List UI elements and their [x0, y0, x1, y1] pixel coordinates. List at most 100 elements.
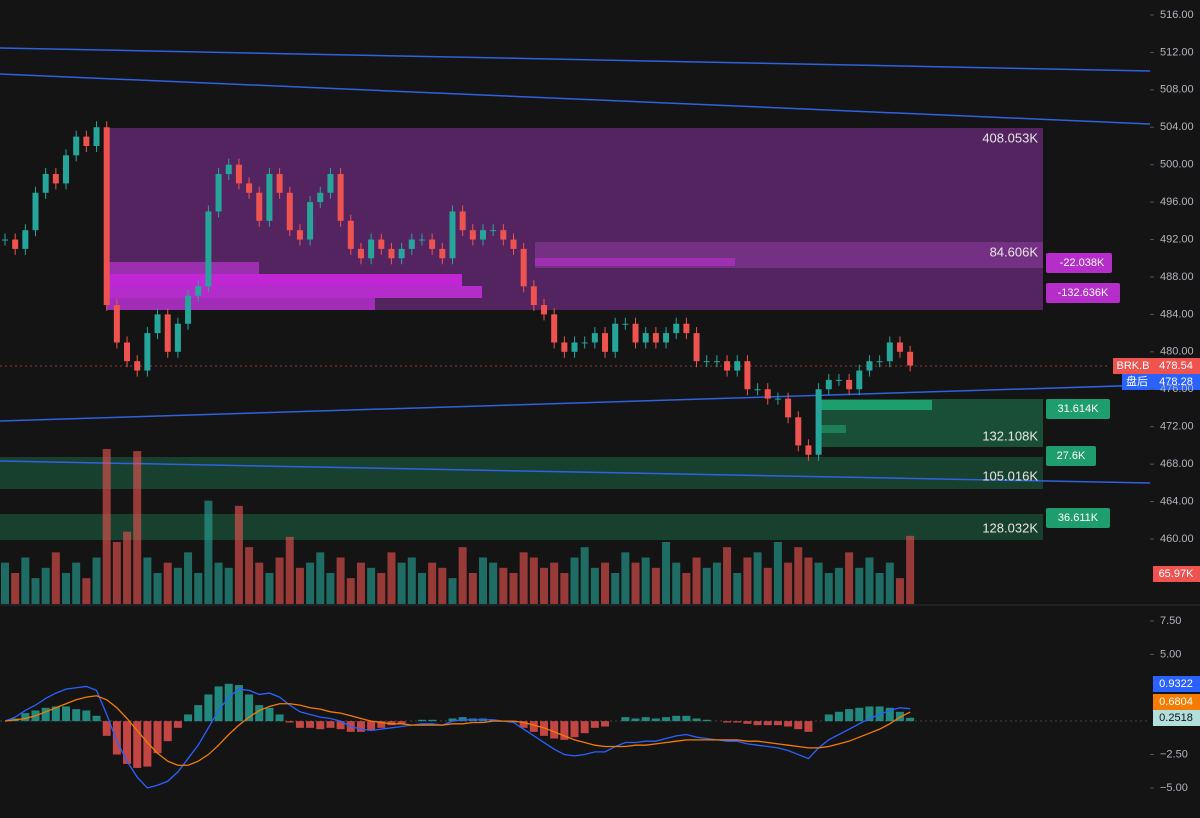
candle: [235, 164, 242, 184]
candle: [32, 192, 39, 231]
candle: [144, 333, 151, 371]
volume-bar: [31, 578, 40, 604]
y-tick-label: −2.50: [1160, 748, 1188, 760]
histogram-bar: [245, 694, 254, 722]
histogram-bar: [62, 706, 71, 722]
signal-line: [4, 695, 911, 766]
volume-bar: [316, 552, 325, 604]
trend-line: [0, 47, 1151, 72]
histogram-bar: [21, 713, 30, 722]
histogram-bar: [834, 711, 843, 722]
volume-bar: [784, 562, 793, 604]
y-tick-label: 5.00: [1160, 648, 1181, 660]
candle: [12, 239, 19, 249]
volume-bar: [245, 547, 254, 604]
histogram-bar: [651, 718, 660, 722]
histogram-bar: [41, 707, 50, 722]
last-price: 478.54: [1159, 360, 1193, 372]
candle: [449, 211, 456, 259]
histogram-bar: [519, 721, 528, 728]
volume-bar: [519, 552, 528, 604]
candle: [22, 230, 29, 249]
candle: [703, 361, 710, 363]
volume-bar: [662, 542, 671, 604]
tag: 27.6K: [1057, 450, 1086, 462]
candle: [408, 239, 415, 249]
volume-bar: [224, 567, 233, 604]
histogram-bar: [804, 721, 813, 732]
histogram-bar: [285, 721, 294, 723]
volume-bar: [72, 562, 81, 604]
volume-bar: [631, 562, 640, 604]
volume-bar: [82, 578, 91, 604]
candle: [246, 183, 253, 193]
zone-label: 105.016K: [982, 468, 1038, 483]
histogram-bar: [234, 685, 243, 722]
histogram-bar: [448, 718, 457, 722]
volume-bar: [824, 573, 833, 604]
volume-bar: [133, 451, 142, 604]
hist-value: 0.2518: [1159, 712, 1193, 724]
volume-bar: [194, 573, 203, 604]
tag-box: [1046, 508, 1110, 528]
hist-box: [1153, 710, 1200, 726]
tag: -132.636K: [1058, 287, 1109, 299]
volume-bar: [11, 573, 20, 604]
y-tick-label: 488.00: [1160, 271, 1194, 283]
zone-label: 132.108K: [982, 428, 1038, 443]
volume-label: 65.97K: [1159, 568, 1195, 580]
histogram-bar: [336, 721, 345, 730]
volume-bar: [377, 573, 386, 604]
histogram-bar: [753, 721, 762, 726]
volume-bar: [428, 562, 437, 604]
candle: [42, 174, 49, 193]
volume-bar: [834, 567, 843, 604]
histogram-bar: [763, 721, 772, 726]
volume-bar: [763, 567, 772, 604]
volume-bar: [550, 562, 559, 604]
candle: [632, 323, 639, 343]
histogram-bar: [356, 721, 365, 732]
candle: [205, 211, 212, 287]
volume-bar: [478, 557, 487, 604]
histogram-bar: [82, 710, 91, 722]
candle: [52, 174, 59, 184]
volume-bar: [92, 557, 101, 604]
volume-bar: [773, 542, 782, 604]
tag: 31.614K: [1058, 403, 1100, 415]
volume-bar: [458, 547, 467, 604]
histogram-bar: [214, 686, 223, 722]
after-hours-label: 盘后: [1126, 374, 1148, 388]
candle: [520, 248, 527, 287]
candle: [886, 342, 893, 362]
candle: [764, 389, 771, 399]
volume-bar: [875, 573, 884, 604]
volume-bar: [153, 573, 162, 604]
volume-bar: [163, 562, 172, 604]
volume-bar: [448, 578, 457, 604]
histogram-bar: [865, 706, 874, 722]
candle: [734, 361, 741, 371]
volume-bar: [204, 500, 213, 604]
histogram-bar: [662, 717, 671, 722]
histogram-bar: [72, 709, 81, 722]
volume-bar: [346, 578, 355, 604]
candle: [195, 286, 202, 296]
candle: [724, 361, 731, 371]
after-hours-box: [1122, 374, 1153, 390]
candle: [622, 323, 629, 325]
histogram-bar: [733, 721, 742, 723]
candle: [835, 379, 842, 381]
histogram-bar: [102, 721, 111, 736]
y-tick-label: 504.00: [1160, 121, 1194, 133]
tag: -22.038K: [1060, 257, 1105, 269]
volume-bar: [1, 562, 9, 604]
y-tick-label: 480.00: [1160, 346, 1194, 358]
zone-label: 128.032K: [982, 520, 1038, 535]
volume-bar: [41, 567, 50, 604]
candle: [286, 192, 293, 231]
candle: [500, 230, 507, 240]
volume-bar: [255, 562, 264, 604]
volume-bar: [804, 557, 813, 604]
candle: [164, 314, 171, 352]
